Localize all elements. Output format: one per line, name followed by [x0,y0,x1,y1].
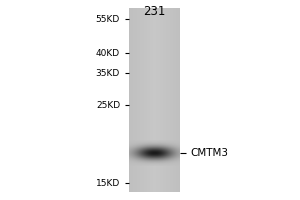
Bar [156,8,157,192]
Bar [157,8,158,192]
Bar [133,8,134,192]
Bar [174,8,175,192]
Bar [154,8,155,192]
Bar [172,8,173,192]
Bar [134,8,135,192]
Bar [151,8,152,192]
Text: 231: 231 [143,5,166,18]
Bar [144,8,145,192]
Bar [161,8,162,192]
Bar [129,8,130,192]
Bar [160,8,161,192]
Bar [158,8,159,192]
Bar [139,8,140,192]
Bar [178,8,179,192]
Text: 25KD: 25KD [96,100,120,110]
Bar [148,8,149,192]
Bar [130,8,131,192]
Bar [135,8,136,192]
Bar [142,8,143,192]
Bar [152,8,153,192]
Bar [171,8,172,192]
Bar [167,8,168,192]
Bar [164,8,165,192]
Bar [159,8,160,192]
Bar [173,8,174,192]
Bar [162,8,163,192]
Bar [141,8,142,192]
Bar [145,8,146,192]
Bar [147,8,148,192]
Text: 35KD: 35KD [96,68,120,77]
Bar [149,8,150,192]
Text: 15KD: 15KD [96,178,120,188]
Bar [169,8,170,192]
Bar [168,8,169,192]
Bar [140,8,141,192]
Bar [137,8,138,192]
Bar [177,8,178,192]
Text: 40KD: 40KD [96,48,120,58]
Bar [150,8,151,192]
Bar [170,8,171,192]
Bar [138,8,139,192]
Bar [146,8,147,192]
Bar [165,8,166,192]
Bar [176,8,177,192]
Bar [163,8,164,192]
Text: 55KD: 55KD [96,15,120,23]
Bar [153,8,154,192]
Bar [132,8,133,192]
Text: CMTM3: CMTM3 [190,148,229,158]
Bar [143,8,144,192]
Bar [179,8,180,192]
Bar [155,8,156,192]
